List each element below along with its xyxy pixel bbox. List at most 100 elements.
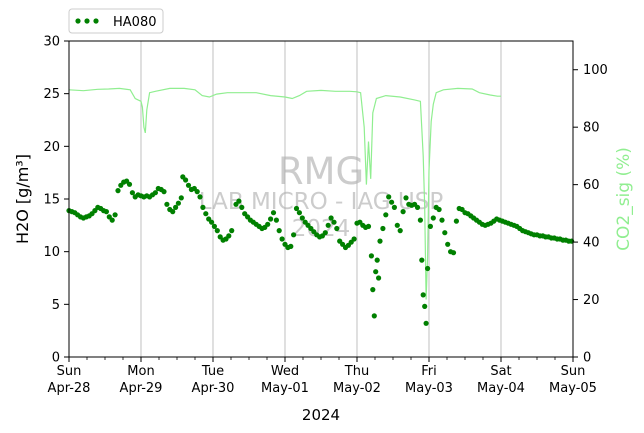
h2o-point	[170, 209, 176, 215]
y-tick-label-right: 40	[583, 236, 600, 251]
h2o-point	[209, 219, 215, 225]
h2o-point	[450, 250, 457, 256]
y-axis-label-left: H2O [g/m³]	[13, 154, 32, 244]
legend[interactable]: HA080	[68, 8, 164, 34]
legend-marker	[93, 18, 99, 24]
x-tick-label: Apr-29	[120, 381, 163, 396]
h2o-point	[115, 188, 121, 194]
h2o-point	[439, 217, 445, 223]
h2o-point	[419, 257, 425, 263]
x-axis: Sun Apr-28 Mon Apr-29 Tue Apr-30 Wed May-01 Thu M…	[48, 357, 597, 424]
y-axis-left: 0 5 10 15 20 25 30 H2O [g/m³]	[13, 35, 69, 366]
h2o-point	[173, 204, 179, 210]
h2o-point	[351, 236, 357, 242]
h2o-point	[430, 215, 436, 221]
h2o-point	[423, 320, 429, 326]
x-tick-label: May-03	[405, 381, 453, 396]
h2o-point	[427, 223, 433, 229]
h2o-point	[236, 198, 242, 204]
h2o-point	[103, 209, 109, 215]
y-tick-label-left: 0	[52, 351, 60, 366]
h2o-point	[129, 190, 135, 196]
h2o-point	[322, 230, 328, 236]
h2o-point	[403, 195, 409, 201]
y-tick-label-right: 0	[583, 351, 591, 366]
h2o-point	[417, 217, 423, 223]
legend-box	[68, 8, 164, 34]
h2o-point	[377, 238, 383, 244]
y-tick-label-left: 25	[43, 87, 60, 102]
h2o-point	[291, 232, 297, 238]
y-tick-label-right: 80	[583, 121, 600, 136]
legend-marker	[75, 18, 81, 24]
y-axis-right: 0 20 40 60 80 100 CO2_sig (%)	[573, 63, 634, 366]
h2o-point	[229, 228, 235, 234]
h2o-series	[66, 174, 575, 326]
x-axis-label: 2024	[302, 406, 340, 424]
h2o-point	[453, 218, 459, 224]
h2o-point	[265, 221, 271, 227]
h2o-point	[389, 199, 395, 205]
h2o-point	[109, 217, 115, 223]
h2o-point	[270, 210, 277, 216]
y-tick-label-left: 5	[52, 298, 60, 313]
h2o-point	[296, 210, 302, 216]
h2o-point	[397, 228, 403, 234]
h2o-point	[161, 189, 167, 195]
y-tick-label-right: 20	[583, 293, 600, 308]
h2o-point	[178, 195, 184, 201]
h2o-point	[175, 200, 181, 206]
h2o-point	[383, 212, 389, 218]
h2o-point	[445, 241, 451, 247]
h2o-point	[331, 219, 337, 225]
x-tick-label: May-02	[333, 381, 381, 396]
h2o-point	[200, 204, 206, 210]
h2o-point	[299, 215, 305, 221]
h2o-point	[334, 225, 340, 232]
h2o-point	[420, 292, 426, 298]
h2o-point	[126, 181, 133, 187]
x-tick-label: May-01	[261, 381, 309, 396]
h2o-point	[276, 228, 282, 234]
co2-line	[68, 87, 501, 300]
h2o-point	[365, 223, 372, 229]
y-tick-label-left: 30	[43, 35, 60, 50]
h2o-point	[414, 204, 421, 210]
h2o-point	[386, 194, 392, 200]
x-tick-label: Fri	[421, 364, 437, 379]
h2o-point	[226, 233, 232, 239]
h2o-point	[239, 204, 245, 210]
x-tick-label: Apr-28	[48, 381, 91, 396]
h2o-point	[374, 257, 380, 263]
x-tick-label: Wed	[271, 364, 299, 379]
h2o-point	[214, 228, 220, 234]
legend-marker	[84, 18, 90, 24]
x-tick-label: Sun	[57, 364, 82, 379]
y-tick-label-right: 100	[583, 63, 608, 78]
h2o-point	[152, 190, 158, 196]
h2o-point	[112, 212, 118, 218]
y-tick-label-left: 15	[43, 193, 60, 208]
h2o-point	[391, 204, 397, 210]
h2o-point	[370, 287, 376, 293]
h2o-point	[183, 177, 189, 183]
h2o-point	[293, 205, 300, 212]
x-tick-label: Sat	[490, 364, 511, 379]
x-tick-label: Thu	[344, 364, 369, 379]
h2o-point	[194, 189, 200, 195]
x-tick-label: May-04	[477, 381, 525, 396]
h2o-point	[436, 206, 442, 213]
h2o-point	[442, 230, 448, 236]
h2o-point	[185, 182, 192, 188]
h2o-point	[371, 313, 377, 319]
h2o-point	[422, 303, 428, 309]
y-tick-label-left: 10	[43, 245, 60, 260]
h2o-point	[325, 222, 331, 228]
x-tick-label: Sun	[561, 364, 586, 379]
h2o-point	[164, 201, 170, 207]
h2o-point	[279, 236, 285, 242]
h2o-point	[425, 265, 431, 272]
h2o-point	[273, 217, 279, 223]
